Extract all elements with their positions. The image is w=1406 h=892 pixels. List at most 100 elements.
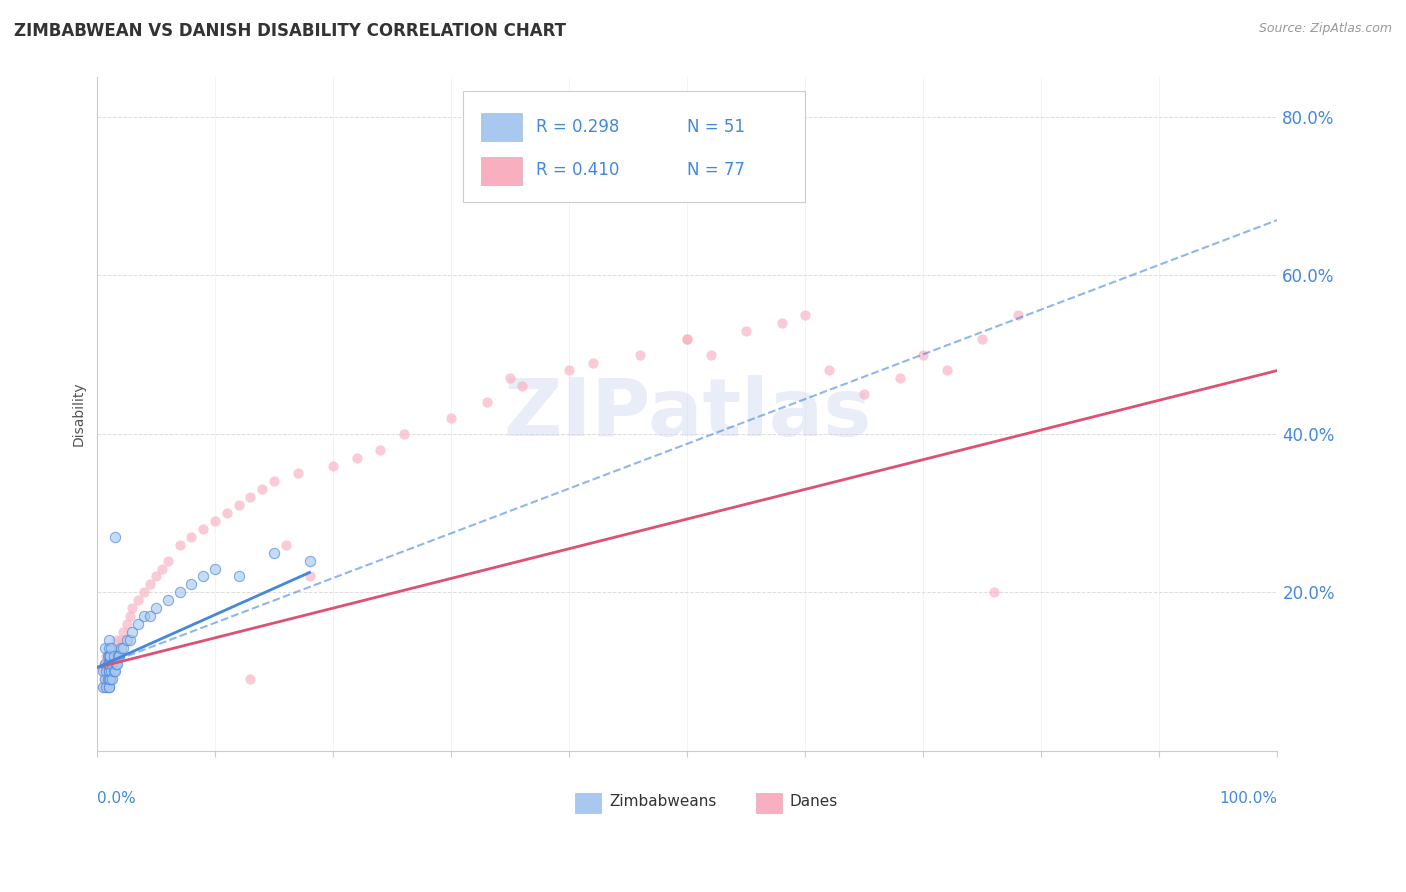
Point: [228, 498, 250, 512]
Point: [101, 657, 124, 671]
Point: [134, 609, 156, 624]
Point: [169, 585, 191, 599]
Point: [818, 363, 841, 377]
Point: [111, 624, 134, 639]
Point: [735, 324, 758, 338]
Point: [239, 490, 262, 504]
Text: ZIPatlas: ZIPatlas: [503, 375, 872, 453]
Point: [91, 681, 114, 695]
Point: [94, 640, 117, 655]
Point: [104, 665, 127, 679]
Point: [156, 553, 179, 567]
Point: [96, 657, 118, 671]
Point: [440, 411, 463, 425]
Point: [97, 673, 120, 687]
Point: [97, 657, 120, 671]
Point: [97, 648, 120, 663]
Point: [110, 632, 132, 647]
Point: [96, 673, 118, 687]
Point: [91, 681, 114, 695]
Point: [101, 673, 124, 687]
Point: [115, 617, 138, 632]
Point: [101, 673, 124, 687]
Point: [150, 561, 173, 575]
Text: N = 77: N = 77: [688, 161, 745, 179]
Point: [91, 665, 114, 679]
Text: ZIMBABWEAN VS DANISH DISABILITY CORRELATION CHART: ZIMBABWEAN VS DANISH DISABILITY CORRELAT…: [14, 22, 567, 40]
Point: [97, 640, 120, 655]
Point: [107, 648, 129, 663]
Point: [169, 538, 191, 552]
Point: [121, 601, 143, 615]
Point: [100, 648, 122, 663]
Point: [558, 363, 581, 377]
Bar: [481, 157, 522, 186]
Point: [97, 648, 120, 663]
Point: [263, 546, 285, 560]
Point: [104, 530, 127, 544]
Point: [889, 371, 911, 385]
Point: [1007, 308, 1029, 322]
Point: [263, 475, 285, 489]
Point: [104, 640, 127, 655]
Point: [97, 632, 120, 647]
Point: [96, 665, 118, 679]
Point: [794, 308, 817, 322]
Point: [145, 569, 167, 583]
Point: [392, 426, 415, 441]
Point: [100, 665, 122, 679]
Point: [370, 442, 392, 457]
Point: [139, 609, 162, 624]
Text: 100.0%: 100.0%: [1219, 791, 1278, 806]
Point: [972, 332, 994, 346]
Point: [111, 640, 134, 655]
Point: [239, 673, 262, 687]
Point: [287, 467, 309, 481]
Point: [127, 593, 149, 607]
Text: Zimbabweans: Zimbabweans: [609, 794, 717, 809]
Point: [108, 640, 131, 655]
Point: [93, 673, 115, 687]
Point: [103, 648, 125, 663]
Point: [97, 665, 120, 679]
Point: [98, 657, 121, 671]
Text: Danes: Danes: [790, 794, 838, 809]
Point: [101, 657, 124, 671]
Point: [97, 665, 120, 679]
Point: [204, 514, 226, 528]
Point: [120, 609, 142, 624]
Point: [103, 648, 125, 663]
Text: 0.0%: 0.0%: [97, 791, 136, 806]
Point: [215, 506, 238, 520]
Y-axis label: Disability: Disability: [72, 382, 86, 446]
Point: [96, 681, 118, 695]
Point: [853, 387, 876, 401]
Point: [93, 657, 115, 671]
Point: [983, 585, 1005, 599]
Point: [145, 601, 167, 615]
Point: [104, 657, 127, 671]
Point: [322, 458, 344, 473]
Point: [156, 593, 179, 607]
Point: [228, 569, 250, 583]
Point: [108, 648, 131, 663]
Point: [700, 348, 723, 362]
Point: [134, 585, 156, 599]
Point: [180, 577, 202, 591]
Text: R = 0.410: R = 0.410: [536, 161, 620, 179]
Point: [676, 332, 699, 346]
Point: [127, 617, 149, 632]
Point: [97, 673, 120, 687]
Point: [97, 673, 120, 687]
Point: [628, 348, 651, 362]
Point: [100, 640, 122, 655]
Point: [510, 379, 533, 393]
Point: [94, 681, 117, 695]
Point: [98, 673, 121, 687]
Point: [676, 332, 699, 346]
Point: [139, 577, 162, 591]
Point: [346, 450, 368, 465]
Point: [97, 681, 120, 695]
Point: [96, 648, 118, 663]
Point: [97, 681, 120, 695]
